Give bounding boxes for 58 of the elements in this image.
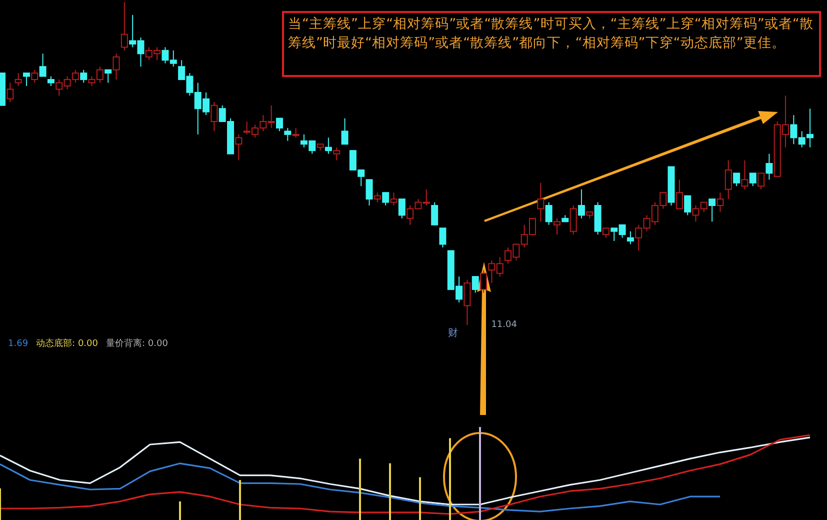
candlestick — [120, 2, 128, 51]
candlestick — [14, 72, 22, 86]
candlestick — [112, 53, 120, 80]
bar — [449, 438, 451, 520]
candlestick — [741, 160, 748, 190]
candlestick — [333, 146, 340, 161]
candlestick — [47, 76, 54, 86]
candlestick — [22, 72, 30, 86]
candlestick — [31, 69, 38, 84]
candlestick — [366, 179, 373, 206]
candlestick — [724, 160, 732, 200]
candlestick — [341, 118, 348, 145]
candlestick — [439, 228, 446, 248]
bar — [179, 501, 181, 520]
candlestick — [545, 202, 552, 226]
candlestick — [210, 102, 218, 132]
candlestick — [626, 230, 634, 245]
text: 1.69 — [8, 339, 28, 349]
candlestick — [39, 53, 46, 77]
candlestick — [374, 192, 381, 203]
bar — [359, 458, 361, 520]
candlestick — [758, 172, 765, 190]
candlestick — [708, 198, 716, 222]
annotation: 11.04 — [491, 320, 518, 330]
bar — [239, 480, 241, 520]
candlestick — [749, 172, 756, 187]
candlestick — [570, 204, 577, 236]
candlestick — [464, 279, 471, 326]
candlestick — [431, 202, 438, 226]
candlestick — [324, 137, 332, 154]
candlestick — [602, 228, 610, 238]
candlestick — [390, 192, 398, 206]
candlestick — [398, 198, 406, 219]
text: 财 — [448, 327, 458, 339]
candlestick — [716, 192, 724, 212]
text: 量价背离: 0.00 — [106, 338, 168, 349]
candlestick — [276, 118, 283, 132]
candlestick — [104, 69, 112, 84]
candlestick — [766, 153, 773, 180]
candlestick — [676, 179, 683, 210]
candlestick — [80, 69, 88, 84]
bar — [479, 427, 481, 520]
candlestick — [292, 127, 300, 138]
bar — [419, 477, 421, 520]
candlestick — [733, 172, 740, 187]
candlestick — [6, 82, 14, 103]
candlestick — [537, 182, 544, 222]
text: 动态底部: 0.00 — [36, 338, 98, 349]
candlestick — [553, 218, 560, 236]
bar — [389, 463, 391, 520]
candlestick — [472, 276, 479, 294]
candlestick — [284, 127, 292, 142]
candlestick — [684, 195, 692, 216]
candlestick — [578, 188, 585, 219]
candlestick — [480, 270, 488, 294]
candlestick — [382, 192, 390, 206]
candlestick — [235, 134, 242, 161]
annotation: 当“主筹线”上穿“相对筹码”或者“散筹线”时可买入，“主筹线”上穿“相对筹码”或者“散筹线”时最好“相对筹码”或者“散筹线”都向下，“相对筹码”下穿“动态底部”更佳。 — [288, 15, 814, 53]
